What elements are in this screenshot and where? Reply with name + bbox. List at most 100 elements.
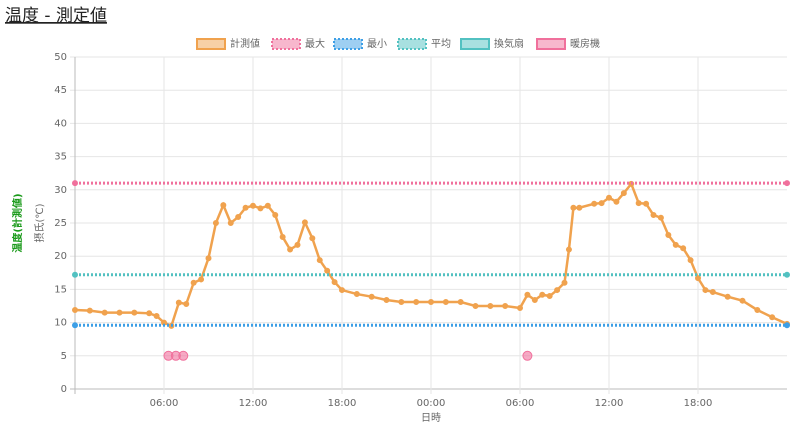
- y-tick-label: 5: [61, 351, 67, 362]
- data-point: [531, 297, 538, 304]
- data-point: [724, 293, 731, 300]
- data-point: [769, 314, 776, 321]
- data-point: [264, 202, 271, 209]
- data-point: [524, 291, 531, 298]
- data-point: [487, 303, 494, 309]
- data-point: [643, 200, 650, 207]
- data-point: [784, 180, 790, 187]
- x-tick-label: 00:00: [417, 398, 446, 409]
- data-point: [101, 309, 108, 316]
- data-point: [250, 202, 256, 209]
- legend-swatch: [333, 38, 363, 50]
- data-point: [546, 293, 553, 300]
- data-point: [695, 275, 701, 282]
- legend-swatch: [271, 38, 301, 50]
- data-point: [570, 204, 577, 211]
- data-point: [146, 310, 153, 317]
- data-point: [279, 233, 286, 240]
- data-point: [198, 276, 205, 283]
- data-point: [472, 303, 479, 309]
- x-tick-label: 06:00: [506, 398, 535, 409]
- data-point: [235, 214, 242, 221]
- data-point: [687, 257, 694, 264]
- legend-swatch: [196, 38, 226, 50]
- data-point: [272, 212, 279, 219]
- y-axis-title: 温度(計測値): [11, 193, 24, 252]
- data-point: [754, 306, 761, 313]
- data-point: [554, 287, 561, 294]
- y-tick-label: 40: [54, 118, 67, 129]
- data-point: [665, 231, 672, 238]
- data-point: [635, 200, 642, 207]
- data-point: [175, 299, 182, 306]
- data-point: [153, 312, 160, 319]
- data-point: [131, 309, 138, 316]
- y-tick-label: 30: [54, 185, 67, 196]
- data-point: [613, 198, 620, 205]
- data-point: [331, 279, 338, 286]
- data-point: [294, 241, 301, 248]
- data-point: [86, 307, 93, 314]
- legend-swatch: [460, 38, 490, 50]
- data-point: [183, 301, 190, 308]
- x-tick-label: 12:00: [239, 398, 268, 409]
- data-point: [72, 271, 78, 278]
- data-point: [702, 287, 709, 294]
- data-point: [517, 304, 523, 311]
- data-point: [190, 279, 197, 286]
- data-point: [502, 303, 509, 309]
- x-tick-label: 18:00: [328, 398, 357, 409]
- data-point: [353, 291, 360, 298]
- data-point: [116, 309, 123, 316]
- y-tick-label: 50: [54, 52, 67, 63]
- legend-label: 最大: [305, 37, 325, 50]
- y-tick-label: 20: [54, 251, 67, 262]
- data-point: [598, 200, 605, 207]
- y-tick-label: 10: [54, 318, 67, 329]
- data-point: [784, 322, 790, 329]
- data-point: [413, 299, 420, 306]
- data-point: [739, 297, 746, 304]
- data-point: [383, 297, 390, 304]
- data-point: [227, 220, 234, 226]
- y-axis-label: 摂氏(℃): [33, 203, 46, 242]
- data-point: [650, 212, 657, 219]
- legend-label: 換気扇: [494, 37, 524, 50]
- data-point: [220, 202, 227, 209]
- data-point: [539, 291, 546, 298]
- x-tick-label: 12:00: [595, 398, 624, 409]
- data-point: [709, 289, 716, 296]
- y-tick-label: 15: [54, 284, 67, 295]
- data-point: [606, 194, 612, 201]
- data-point: [301, 219, 308, 226]
- chart-title: 温度 - 測定値: [5, 6, 107, 26]
- legend-label: 暖房機: [570, 37, 600, 50]
- y-tick-label: 25: [54, 218, 67, 229]
- data-point: [72, 306, 78, 313]
- y-tick-label: 0: [61, 384, 67, 395]
- y-tick-label: 35: [54, 152, 67, 163]
- data-point: [561, 279, 568, 286]
- data-point: [784, 271, 790, 278]
- legend-swatch: [536, 38, 566, 50]
- data-point: [339, 287, 345, 294]
- data-point: [457, 299, 464, 306]
- x-tick-label: 06:00: [150, 398, 179, 409]
- data-point: [324, 267, 331, 274]
- data-point: [72, 180, 78, 187]
- data-point: [368, 293, 375, 300]
- legend-label: 最小: [367, 38, 387, 50]
- data-point: [72, 322, 78, 329]
- data-point: [576, 204, 583, 211]
- legend-label: 平均: [431, 38, 451, 50]
- legend-swatch: [397, 38, 427, 50]
- y-tick-label: 45: [54, 85, 67, 96]
- data-point: [428, 299, 434, 306]
- data-point: [242, 204, 249, 211]
- data-point: [522, 350, 533, 361]
- data-point: [591, 200, 598, 207]
- data-point: [398, 299, 405, 306]
- x-tick-label: 18:00: [684, 398, 713, 409]
